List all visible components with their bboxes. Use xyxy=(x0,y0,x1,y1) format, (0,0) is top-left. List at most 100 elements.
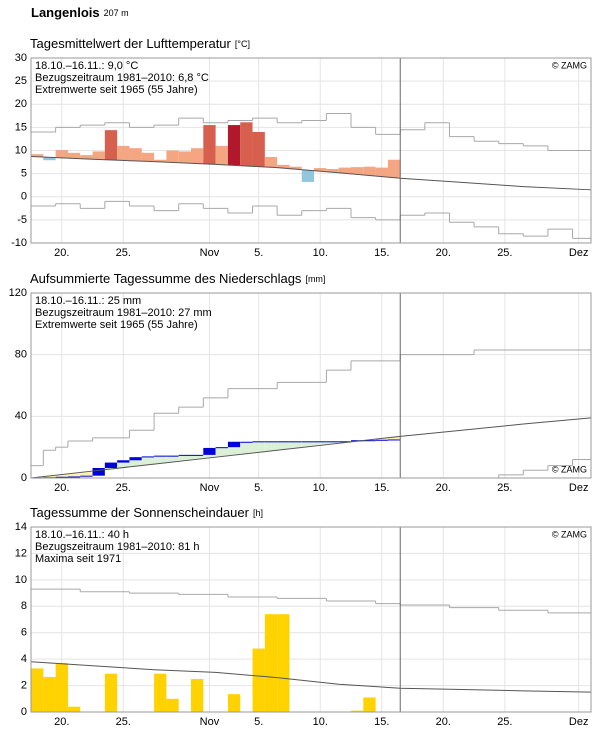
deviation-area xyxy=(43,475,56,478)
bar xyxy=(387,159,401,178)
daily-increase xyxy=(80,475,93,477)
y-tick-label: 8 xyxy=(21,600,27,612)
daily-increase xyxy=(252,441,265,443)
daily-increase xyxy=(203,447,216,455)
deviation-area xyxy=(326,441,339,445)
daily-increase xyxy=(240,441,253,443)
x-tick-label: 5. xyxy=(254,247,263,259)
bar xyxy=(289,166,302,170)
annotation: Bezugszeitraum 1981–2010: 27 mm xyxy=(35,307,212,319)
bar xyxy=(31,154,44,157)
bar xyxy=(117,145,130,161)
daily-increase xyxy=(92,467,105,476)
y-tick-label: 6 xyxy=(21,627,27,639)
deviation-area xyxy=(277,441,290,450)
title: Tagesmittelwert der Lufttemperatur xyxy=(30,36,232,51)
x-tick-label: 25. xyxy=(116,482,131,494)
normal-line xyxy=(30,661,592,693)
daily-increase xyxy=(277,441,290,443)
bar xyxy=(314,168,327,172)
panel-title: Tagessumme der Sonnenscheindauer [h] xyxy=(30,505,263,520)
deviation-area xyxy=(80,471,93,476)
deviation-area xyxy=(141,456,155,465)
deviation-area xyxy=(301,441,315,447)
x-tick-label: 5. xyxy=(254,482,263,494)
x-tick-label: Nov xyxy=(200,482,220,494)
daily-increase xyxy=(227,441,241,448)
bar xyxy=(104,130,118,160)
y-tick-label: 12 xyxy=(15,547,27,559)
bar xyxy=(277,614,290,712)
daily-increase xyxy=(326,441,339,443)
deviation-area xyxy=(314,441,327,446)
station: Langenlois xyxy=(31,5,100,20)
bar xyxy=(363,166,376,176)
plot-frame xyxy=(30,526,592,713)
extreme-riser xyxy=(498,459,574,478)
bar xyxy=(55,150,68,158)
annotation: Bezugszeitraum 1981–2010: 6,8 °C xyxy=(35,72,209,84)
annotation: Maxima seit 1971 xyxy=(35,553,121,565)
bar xyxy=(104,673,118,712)
bar xyxy=(43,676,56,712)
x-tick-label: 10. xyxy=(313,247,328,259)
bar xyxy=(215,145,228,165)
x-tick-label: 25. xyxy=(497,482,512,494)
x-tick-label: 25. xyxy=(116,716,131,728)
deviation-area xyxy=(129,457,142,467)
daily-increase xyxy=(104,462,118,468)
plot-area xyxy=(30,526,592,713)
bar xyxy=(129,148,142,161)
daily-increase xyxy=(314,441,327,443)
x-tick-label: 10. xyxy=(313,482,328,494)
elevation: 207 m xyxy=(104,8,129,18)
x-tick-label: 20. xyxy=(54,716,69,728)
plot-background xyxy=(31,293,591,478)
x-tick-label: 20. xyxy=(436,716,451,728)
x-tick-label: 5. xyxy=(254,716,263,728)
x-tick-label: Dez xyxy=(569,716,589,728)
deviation-area xyxy=(55,474,68,477)
bar xyxy=(252,648,265,712)
panel-title: Tagesmittelwert der Lufttemperatur [°C] xyxy=(30,36,250,51)
y-tick-label: 15 xyxy=(15,121,27,133)
bar xyxy=(301,170,315,182)
bar xyxy=(141,152,155,162)
y-tick-label: 120 xyxy=(9,287,27,299)
deviation-area xyxy=(166,455,179,463)
x-tick-label: 20. xyxy=(54,482,69,494)
bar xyxy=(363,697,376,712)
bar xyxy=(166,150,179,163)
y-tick-label: 14 xyxy=(15,521,27,533)
bar xyxy=(55,663,68,712)
y-tick-label: 25 xyxy=(15,75,27,87)
daily-increase xyxy=(117,460,130,463)
y-tick-label: 4 xyxy=(21,653,27,665)
bar xyxy=(203,125,216,165)
deviation-area xyxy=(117,460,130,468)
y-tick-label: 80 xyxy=(15,349,27,361)
daily-increase xyxy=(363,440,376,442)
y-tick-label: 10 xyxy=(15,144,27,156)
x-tick-label: 15. xyxy=(374,716,389,728)
unit: [°C] xyxy=(235,39,250,49)
deviation-area xyxy=(252,441,265,453)
y-tick-label: 40 xyxy=(15,410,27,422)
bar xyxy=(67,706,81,712)
plot-area xyxy=(30,57,592,244)
y-tick-label: -10 xyxy=(11,237,27,249)
daily-increase xyxy=(301,441,315,443)
daily-increase xyxy=(154,455,167,457)
daily-increase xyxy=(289,441,302,443)
daily-increase xyxy=(375,439,388,441)
x-tick-label: 15. xyxy=(374,482,389,494)
normal-line xyxy=(30,156,592,191)
y-tick-label: 5 xyxy=(21,168,27,180)
normal-line xyxy=(30,417,592,479)
daily-increase xyxy=(338,441,351,443)
plot-frame xyxy=(30,57,592,244)
header: Langenlois 207 m xyxy=(31,5,129,20)
bar xyxy=(92,151,105,160)
annotation: 18.10.–16.11.: 25 mm xyxy=(35,295,141,307)
